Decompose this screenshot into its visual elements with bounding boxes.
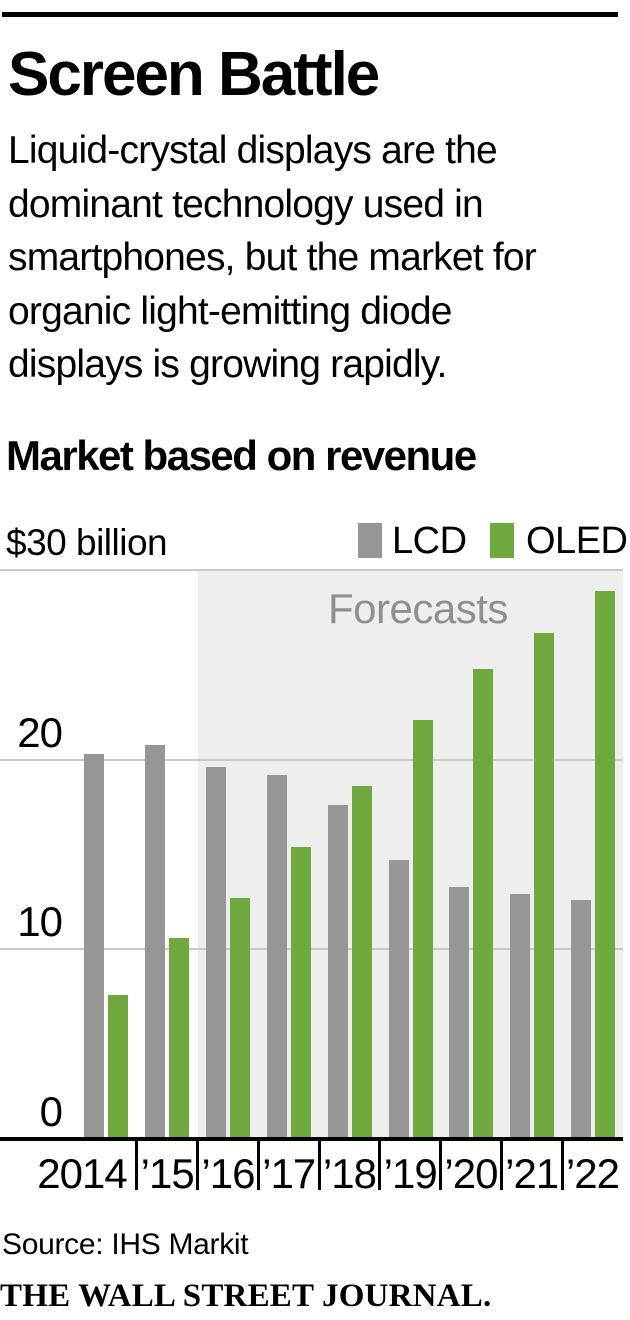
y-axis-label-0: 0 xyxy=(39,1088,63,1135)
x-axis-tick-3 xyxy=(256,1139,260,1190)
bar-oled-17 xyxy=(290,846,311,1139)
x-axis-label-17: ’17 xyxy=(262,1150,316,1197)
x-axis-label-15: ’15 xyxy=(140,1150,195,1197)
y-axis-unit-label: $30 billion xyxy=(6,522,168,563)
y-axis-label-20: 20 xyxy=(17,708,63,756)
bar-lcd-20 xyxy=(449,886,470,1139)
x-axis-tick-6 xyxy=(439,1139,443,1190)
top-rule xyxy=(2,12,618,17)
bar-lcd-21 xyxy=(510,894,531,1139)
gridline-20 xyxy=(0,758,623,761)
source-note: Source: IHS Markit xyxy=(2,1228,249,1261)
x-axis-label-21: ’21 xyxy=(505,1150,559,1197)
legend-swatch-oled xyxy=(490,523,514,558)
bar-oled-20 xyxy=(473,668,494,1139)
gridline-10 xyxy=(0,948,623,951)
x-axis-tick-1 xyxy=(135,1139,139,1190)
x-axis-label-2014: 2014 xyxy=(37,1150,127,1197)
bar-oled-22 xyxy=(595,590,616,1139)
bar-lcd-15 xyxy=(144,744,165,1139)
gridline-30 xyxy=(0,569,623,571)
intro-text: Liquid-crystal displays are the dominant… xyxy=(8,129,537,386)
y-axis-label-10: 10 xyxy=(17,898,63,946)
bar-oled-2014 xyxy=(108,994,128,1139)
bar-oled-18 xyxy=(351,786,372,1139)
x-axis-label-16: ’16 xyxy=(201,1150,255,1197)
x-axis-label-19: ’19 xyxy=(383,1150,438,1197)
x-axis-tick-2 xyxy=(196,1139,200,1190)
bar-oled-19 xyxy=(412,719,433,1139)
bar-oled-15 xyxy=(168,937,189,1139)
bar-oled-16 xyxy=(229,898,250,1139)
legend-label-oled: OLED xyxy=(526,520,628,562)
bar-chart-plot: Forecasts 20 10 0 2014 ’15’16’17’18’19’20’21… xyxy=(0,569,623,1197)
legend-label-lcd: LCD xyxy=(392,520,467,562)
bar-lcd-2014 xyxy=(84,753,104,1139)
bar-lcd-16 xyxy=(205,767,226,1139)
bar-lcd-17 xyxy=(266,774,287,1139)
bar-lcd-18 xyxy=(327,805,348,1139)
forecast-region xyxy=(198,570,623,1139)
x-axis-tick-4 xyxy=(317,1139,321,1190)
wsj-masthead: THE WALL STREET JOURNAL. xyxy=(0,1278,492,1314)
legend-swatch-lcd xyxy=(358,523,382,558)
bar-lcd-22 xyxy=(571,900,592,1139)
x-axis-tick-7 xyxy=(499,1139,503,1190)
x-axis-line xyxy=(0,1137,623,1141)
page-title: Screen Battle xyxy=(8,40,380,109)
x-axis-tick-8 xyxy=(560,1139,564,1190)
forecast-label: Forecasts xyxy=(328,585,508,632)
x-axis-label-20: ’20 xyxy=(444,1150,498,1197)
x-axis-label-18: ’18 xyxy=(322,1150,377,1197)
bar-lcd-19 xyxy=(388,860,409,1139)
x-axis-tick-5 xyxy=(378,1139,382,1190)
chart-heading: Market based on revenue xyxy=(6,432,477,479)
x-axis-label-22: ’22 xyxy=(565,1150,620,1197)
bar-oled-21 xyxy=(534,632,555,1139)
